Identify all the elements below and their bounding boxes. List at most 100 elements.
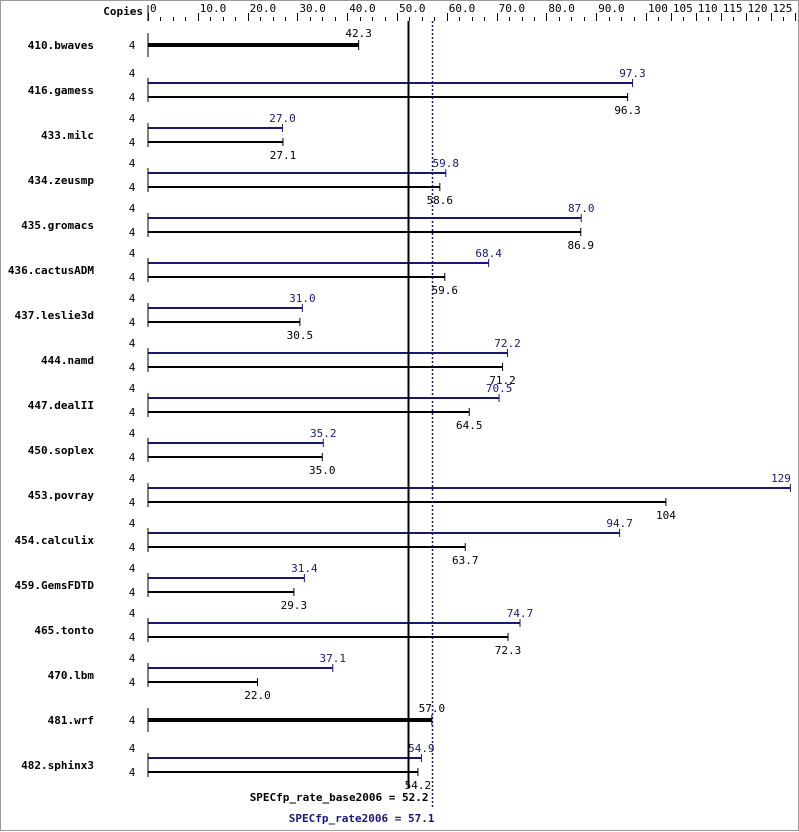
reference-label-peak: SPECfp_rate2006 = 57.1 [289, 812, 435, 825]
benchmark-label: 434.zeusmp [28, 174, 95, 187]
bar-peak-value-label: 31.4 [291, 562, 318, 575]
x-tick-label: 10.0 [200, 2, 227, 15]
bar-base-value-label: 71.2 [489, 374, 516, 387]
x-tick-label: 130 [797, 2, 799, 15]
benchmark-label: 454.calculix [15, 534, 95, 547]
benchmark-label: 481.wrf [48, 714, 94, 727]
bar-base-value-label: 35.0 [309, 464, 336, 477]
copies-value-base: 4 [129, 181, 136, 194]
copies-value-base: 4 [129, 226, 136, 239]
bar-value-label: 57.0 [419, 702, 446, 715]
copies-value-peak: 4 [129, 472, 136, 485]
benchmark-label: 453.povray [28, 489, 95, 502]
copies-value-peak: 4 [129, 337, 136, 350]
copies-value-peak: 4 [129, 67, 136, 80]
bar-peak-value-label: 97.3 [619, 67, 646, 80]
x-tick-label: 30.0 [299, 2, 326, 15]
benchmark-label: 437.leslie3d [15, 309, 94, 322]
copies-value-peak: 4 [129, 742, 136, 755]
copies-value-base: 4 [129, 496, 136, 509]
benchmark-label: 436.cactusADM [8, 264, 94, 277]
copies-value-base: 4 [129, 361, 136, 374]
copies-value-base: 4 [129, 631, 136, 644]
benchmark-label: 416.gamess [28, 84, 94, 97]
benchmark-label: 410.bwaves [28, 39, 94, 52]
bar-peak-value-label: 70.5 [486, 382, 513, 395]
copies-value-peak: 4 [129, 202, 136, 215]
bar-peak-value-label: 87.0 [568, 202, 595, 215]
bar-base [148, 718, 432, 722]
bar-base-value-label: 96.3 [614, 104, 641, 117]
bar-base-value-label: 58.6 [427, 194, 454, 207]
benchmark-label: 465.tonto [34, 624, 94, 637]
copies-value: 4 [129, 714, 136, 727]
bar-peak-value-label: 31.0 [289, 292, 316, 305]
bar-peak-value-label: 74.7 [507, 607, 534, 620]
x-tick-label: 20.0 [250, 2, 277, 15]
bar-peak-value-label: 59.8 [433, 157, 460, 170]
copies-value-base: 4 [129, 766, 136, 779]
bar-peak-value-label: 27.0 [269, 112, 296, 125]
benchmark-label: 435.gromacs [21, 219, 94, 232]
copies-value-peak: 4 [129, 112, 136, 125]
copies-value-peak: 4 [129, 382, 136, 395]
bar-peak-value-label: 94.7 [606, 517, 633, 530]
copies-value-base: 4 [129, 406, 136, 419]
copies-value-peak: 4 [129, 247, 136, 260]
bar-base-value-label: 86.9 [568, 239, 595, 252]
x-tick-label: 125 [773, 2, 793, 15]
bar-base-value-label: 72.3 [495, 644, 522, 657]
copies-value-base: 4 [129, 586, 136, 599]
bar-base-value-label: 63.7 [452, 554, 479, 567]
bar-base-value-label: 54.2 [405, 779, 432, 792]
copies-value-base: 4 [129, 541, 136, 554]
benchmark-label: 459.GemsFDTD [15, 579, 95, 592]
bar-base-value-label: 59.6 [432, 284, 459, 297]
copies-value: 4 [129, 39, 136, 52]
bar-value-label: 42.3 [345, 27, 372, 40]
reference-label-base: SPECfp_rate_base2006 = 52.2 [250, 791, 429, 804]
benchmark-label: 470.lbm [48, 669, 95, 682]
copies-value-base: 4 [129, 676, 136, 689]
bar-base-value-label: 64.5 [456, 419, 483, 432]
x-tick-label: 100 [648, 2, 668, 15]
bar-peak-value-label: 35.2 [310, 427, 337, 440]
copies-header: Copies [103, 5, 143, 18]
x-tick-label: 40.0 [349, 2, 376, 15]
copies-value-peak: 4 [129, 157, 136, 170]
bar-peak-value-label: 68.4 [475, 247, 502, 260]
copies-value-peak: 4 [129, 562, 136, 575]
benchmark-label: 447.dealII [28, 399, 94, 412]
benchmark-label: 444.namd [41, 354, 94, 367]
copies-value-base: 4 [129, 91, 136, 104]
x-tick-label: 50.0 [399, 2, 426, 15]
copies-value-peak: 4 [129, 607, 136, 620]
benchmark-label: 433.milc [41, 129, 94, 142]
copies-value-peak: 4 [129, 652, 136, 665]
bar-base-value-label: 29.3 [281, 599, 308, 612]
x-tick-label: 115 [723, 2, 743, 15]
benchmark-label: 482.sphinx3 [21, 759, 94, 772]
bar-base-value-label: 22.0 [244, 689, 271, 702]
x-tick-label: 60.0 [449, 2, 476, 15]
bar-peak-value-label: 54.9 [408, 742, 435, 755]
copies-value-base: 4 [129, 271, 136, 284]
copies-value-peak: 4 [129, 292, 136, 305]
x-tick-label: 120 [748, 2, 768, 15]
bar-peak-value-label: 37.1 [320, 652, 347, 665]
copies-value-peak: 4 [129, 427, 136, 440]
bar-base-value-label: 27.1 [270, 149, 297, 162]
x-tick-label: 80.0 [548, 2, 575, 15]
bar-peak-value-label: 129 [771, 472, 791, 485]
bar-base-value-label: 30.5 [287, 329, 314, 342]
x-tick-label: 110 [698, 2, 718, 15]
bar-base [148, 43, 359, 47]
x-tick-label: 105 [673, 2, 693, 15]
bar-base-value-label: 104 [656, 509, 676, 522]
x-tick-label: 0 [150, 2, 157, 15]
bar-peak-value-label: 72.2 [494, 337, 521, 350]
copies-value-base: 4 [129, 451, 136, 464]
x-tick-label: 70.0 [499, 2, 525, 15]
